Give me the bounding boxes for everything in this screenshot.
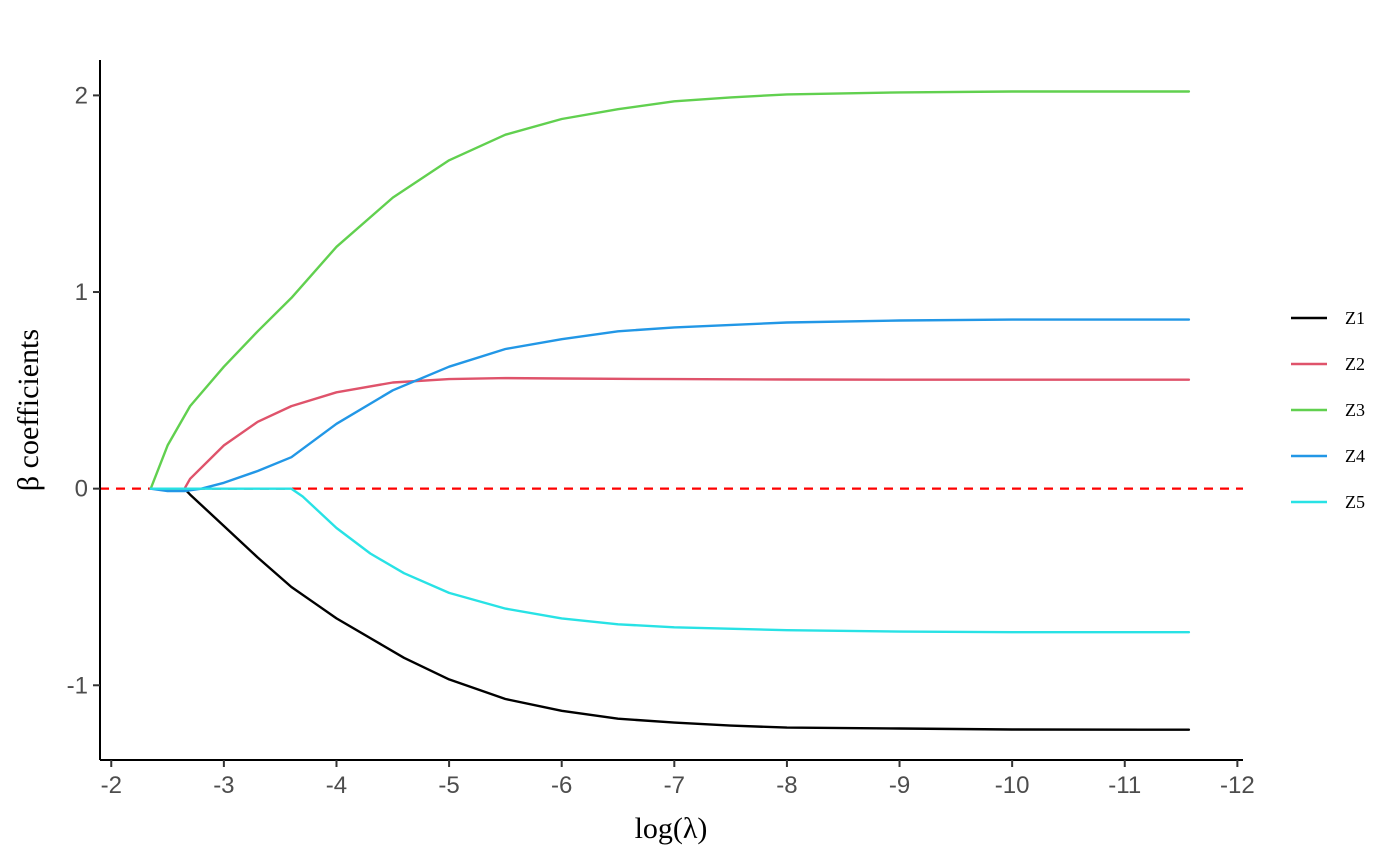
legend-label-z2: Z2	[1345, 354, 1365, 374]
legend-label-z4: Z4	[1345, 446, 1365, 466]
y-tick-label: 1	[75, 279, 88, 306]
legend-label-z3: Z3	[1345, 400, 1365, 420]
legend: Z1 Z2 Z3 Z4 Z5	[1291, 308, 1365, 512]
series-line-z1	[149, 487, 1191, 731]
x-tick-label: -4	[326, 772, 347, 799]
x-tick-label: -10	[995, 772, 1030, 799]
series-line-z4	[149, 318, 1191, 493]
series-line-z5	[149, 487, 1191, 634]
series-layer	[149, 90, 1191, 731]
x-tick-label: -5	[438, 772, 459, 799]
legend-label-z5: Z5	[1345, 492, 1365, 512]
x-tick-label: -3	[213, 772, 234, 799]
series-line-z2	[149, 376, 1191, 490]
y-tick-label: 2	[75, 82, 88, 109]
y-tick-label: 0	[75, 476, 88, 503]
y-axis-title: β coefficients	[12, 329, 45, 491]
x-tick-label: -7	[664, 772, 685, 799]
x-tick-label: -8	[776, 772, 797, 799]
x-tick-label: -11	[1108, 772, 1141, 799]
x-axis-title: log(λ)	[635, 812, 708, 845]
x-tick-label: -2	[101, 772, 122, 799]
x-tick-label: -12	[1220, 772, 1255, 799]
y-tick-label: -1	[67, 672, 88, 699]
series-line-z3	[149, 90, 1191, 490]
x-tick-label: -9	[889, 772, 910, 799]
legend-label-z1: Z1	[1345, 308, 1365, 328]
x-tick-label: -6	[551, 772, 572, 799]
